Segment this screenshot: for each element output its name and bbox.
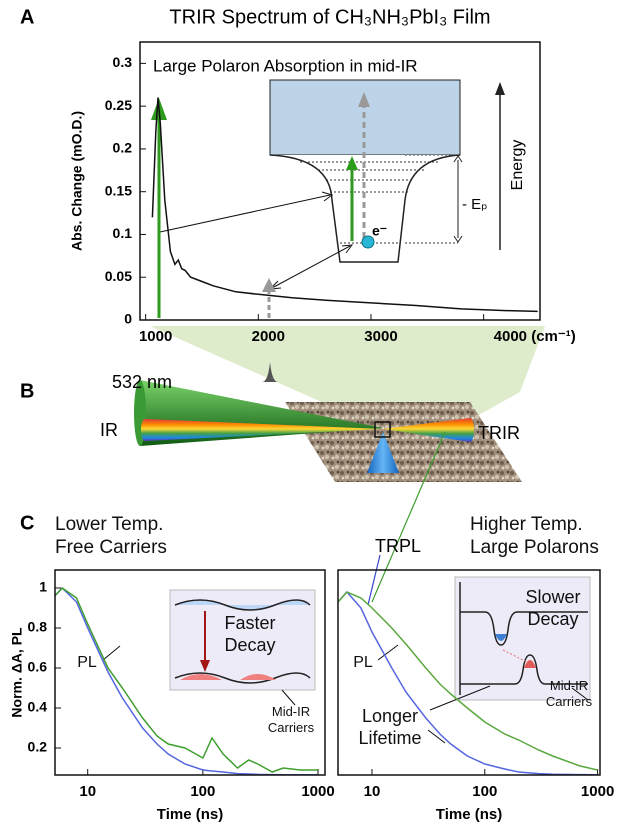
series-line: [55, 587, 318, 773]
polaron-well-bottom: [460, 654, 588, 685]
focus-box: [374, 421, 391, 438]
trpl-link: [367, 554, 381, 606]
y-tick-label: 0.15: [105, 182, 132, 198]
holes: [180, 674, 276, 680]
series-line: [338, 591, 598, 771]
y-axis-label: Abs. Change (mO.D.): [69, 111, 85, 251]
x-tick-label: 3000: [364, 328, 397, 345]
x-tick-label: 2000: [252, 328, 285, 345]
pointer: [159, 194, 331, 233]
x-tick-label: 10: [364, 783, 381, 800]
y-tick-label: 0.8: [28, 619, 48, 635]
panel-label: A: [20, 6, 34, 28]
inset-gray-head: [358, 92, 370, 107]
series-line: [151, 97, 538, 313]
panel-label: B: [20, 380, 34, 402]
annotation: Faster Decay: [224, 613, 276, 655]
decay-head: [200, 660, 210, 672]
chart-title: Higher Temp.: [470, 514, 583, 535]
series-line: [338, 590, 598, 775]
pointer: [427, 729, 446, 744]
annotation: Large Polaron Absorption in mid-IR: [153, 56, 418, 75]
pump-pulse: [262, 362, 278, 382]
y-tick-label: 0.25: [105, 97, 132, 113]
pointer: [429, 685, 491, 711]
hole-state: [524, 660, 536, 668]
x-tick-label: 1000: [301, 783, 334, 800]
probe-label: IR: [100, 420, 118, 440]
x-tick-label: 100: [190, 783, 215, 800]
trir-label: TRIR: [478, 423, 520, 443]
laser-label: 532 nm: [112, 372, 172, 392]
probe-output: [383, 418, 470, 442]
y-tick-label: 0.05: [105, 268, 132, 284]
pointer: [281, 689, 296, 706]
chart-title: TRIR Spectrum of CH₃NH₃PbI₃ Film: [169, 6, 490, 28]
annotation: e⁻: [372, 223, 387, 239]
y-tick-label: 0: [124, 311, 132, 327]
inset-green-head: [346, 156, 358, 170]
x-axis-label: Time (ns): [157, 806, 223, 823]
y-axis-label: Norm. ΔA, PL: [9, 627, 25, 718]
plot-frame: [139, 41, 541, 321]
pointer: [102, 645, 121, 661]
annotation: Energy: [509, 140, 526, 191]
x-axis-label: Time (ns): [436, 806, 502, 823]
series-label: PL: [77, 654, 97, 671]
inset-right: [454, 576, 591, 701]
chart-title: Lower Temp.: [55, 514, 164, 535]
y-tick-label: 0.3: [113, 54, 133, 70]
y-tick-label: 0.1: [113, 225, 133, 241]
y-tick-label: 0.2: [28, 739, 48, 755]
series-label: PL: [353, 654, 373, 671]
y-tick-label: 0.6: [28, 659, 48, 675]
chart-subtitle: Free Carriers: [55, 537, 167, 558]
electron-state: [495, 634, 507, 641]
pointer: [271, 245, 351, 289]
x-tick-label: 10: [79, 783, 96, 800]
trpl-label: TRPL: [375, 536, 421, 556]
band-top: [174, 599, 311, 611]
annotation: Longer Lifetime: [358, 706, 422, 748]
recombination: [502, 649, 528, 663]
x-tick-label: 4000 (cm⁻¹): [494, 328, 576, 345]
y-tick-label: 0.4: [28, 699, 48, 715]
x-tick-label: 1000: [139, 328, 172, 345]
panel-label: C: [20, 512, 34, 534]
pointer: [377, 644, 399, 661]
x-tick-label: 100: [472, 783, 497, 800]
ep-arrowheads: [453, 155, 463, 243]
series-label: Mid-IR Carriers: [267, 704, 315, 735]
pl-emission: [367, 432, 399, 473]
annotation: Slower Decay: [525, 587, 581, 629]
chart-subtitle: Large Polarons: [470, 537, 599, 558]
annotation: - Eₚ: [462, 196, 488, 213]
energy-arrowhead: [495, 82, 505, 95]
plot-frame: [337, 569, 601, 776]
trir-link: [371, 431, 446, 603]
band-bottom: [174, 672, 311, 684]
probe-beam: [145, 419, 383, 441]
spectrum-gray-head: [262, 278, 276, 292]
series-label: Mid-IR Carriers: [545, 678, 593, 709]
pointer: [571, 687, 589, 701]
electron: [361, 235, 375, 249]
x-tick-label: 1000: [581, 783, 614, 800]
probe-output-end: [466, 418, 474, 442]
y-tick-label: 0.2: [113, 140, 133, 156]
polaron-well-top: [459, 582, 588, 695]
plot-frame: [54, 569, 326, 776]
y-tick-label: 1: [39, 579, 47, 595]
pointer-head: [321, 191, 334, 202]
probe-beam-end: [141, 419, 149, 441]
